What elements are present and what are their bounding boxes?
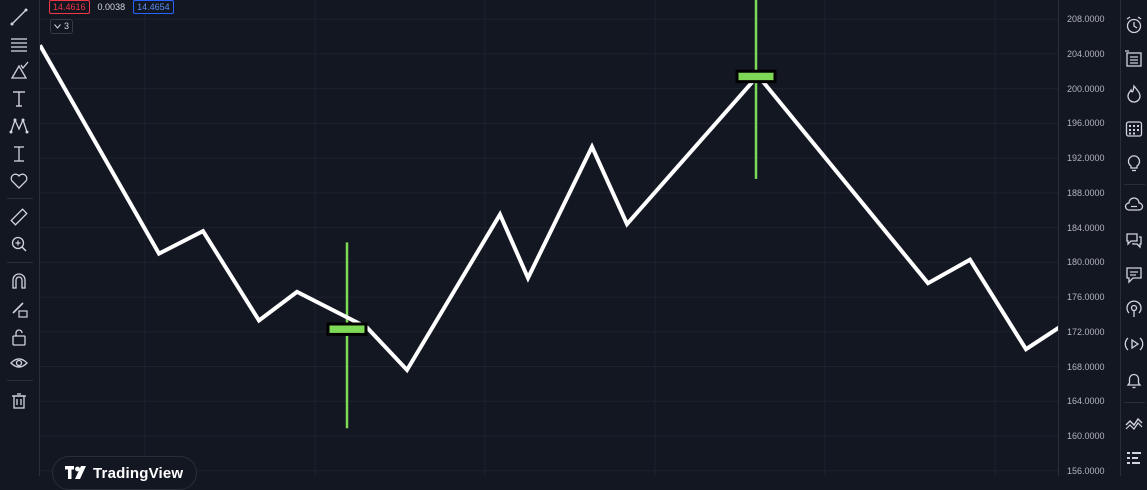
toolbar-divider <box>7 380 33 381</box>
tradingview-logo-mark-icon <box>65 466 86 479</box>
price-scale-label: 208.0000 <box>1067 14 1105 25</box>
candle-body[interactable] <box>326 322 368 336</box>
comments-icon[interactable] <box>1123 264 1145 286</box>
toolbar-divider <box>7 262 33 263</box>
zoom-in-icon[interactable] <box>8 233 30 255</box>
fib-lines-icon[interactable] <box>8 34 30 56</box>
eye-icon[interactable] <box>8 352 30 374</box>
bell-icon[interactable] <box>1123 369 1145 391</box>
unlock-icon[interactable] <box>8 326 30 348</box>
price-scale[interactable]: 208.0000 204.0000 200.0000 196.0000 192.0000… <box>1058 0 1120 476</box>
toolbar-divider <box>7 198 33 199</box>
chat-bubbles-icon[interactable] <box>1123 229 1145 251</box>
measure-icon[interactable] <box>8 143 30 165</box>
alarm-clock-icon[interactable] <box>1123 14 1145 36</box>
heart-icon[interactable] <box>8 170 30 192</box>
trash-icon[interactable] <box>8 390 30 412</box>
broadcast-icon[interactable] <box>1123 298 1145 320</box>
cloud-chat-icon[interactable] <box>1123 195 1145 217</box>
price-scale-label: 164.0000 <box>1067 396 1105 407</box>
indicators-collapse-button[interactable]: 3 <box>50 19 74 34</box>
chevron-down-icon <box>54 24 61 29</box>
bid-price-badge[interactable]: 14.4616 <box>49 0 90 14</box>
price-scale-label: 172.0000 <box>1067 326 1105 337</box>
calendar-grid-icon[interactable] <box>1123 118 1145 140</box>
price-scale-label: 180.0000 <box>1067 257 1105 268</box>
price-legend: 14.4616 0.0038 14.4654 <box>49 0 174 14</box>
price-scale-label: 192.0000 <box>1067 153 1105 164</box>
price-scale-label: 196.0000 <box>1067 118 1105 129</box>
hotlist-icon[interactable] <box>1123 83 1145 105</box>
trend-wave-icon[interactable] <box>1123 412 1145 434</box>
dom-grid-icon[interactable] <box>1123 447 1145 469</box>
price-scale-label: 204.0000 <box>1067 48 1105 59</box>
price-scale-label: 160.0000 <box>1067 431 1105 442</box>
price-scale-label: 184.0000 <box>1067 222 1105 233</box>
toolbar-divider <box>1124 184 1145 185</box>
ask-price-badge[interactable]: 14.4654 <box>133 0 174 14</box>
text-icon[interactable] <box>8 88 30 110</box>
shapes-icon[interactable] <box>8 60 30 82</box>
magnet-icon[interactable] <box>8 270 30 292</box>
price-line-series <box>40 44 1058 374</box>
spread-value: 0.0038 <box>93 0 130 14</box>
right-sidebar-toolbar <box>1120 0 1147 476</box>
brand-name: TradingView <box>93 464 184 482</box>
price-scale-label: 168.0000 <box>1067 361 1105 372</box>
lock-pencil-icon[interactable] <box>8 298 30 320</box>
ruler-icon[interactable] <box>8 206 30 228</box>
pattern-icon[interactable] <box>8 115 30 137</box>
price-scale-label: 200.0000 <box>1067 83 1105 94</box>
idea-bulb-icon[interactable] <box>1123 152 1145 174</box>
trend-line-icon[interactable] <box>8 6 30 28</box>
chart-pane[interactable] <box>40 0 1058 476</box>
price-scale-label: 188.0000 <box>1067 187 1105 198</box>
indicator-count: 3 <box>64 21 70 31</box>
toolbar-divider <box>1124 402 1145 403</box>
left-drawing-toolbar <box>0 0 40 476</box>
price-scale-label: 176.0000 <box>1067 292 1105 303</box>
candle-body[interactable] <box>735 69 777 84</box>
price-scale-label: 156.0000 <box>1067 465 1105 476</box>
price-chart <box>40 0 1058 476</box>
tradingview-logo[interactable]: TradingView <box>52 456 197 490</box>
play-stream-icon[interactable] <box>1123 333 1145 355</box>
watchlist-icon[interactable] <box>1123 48 1145 70</box>
